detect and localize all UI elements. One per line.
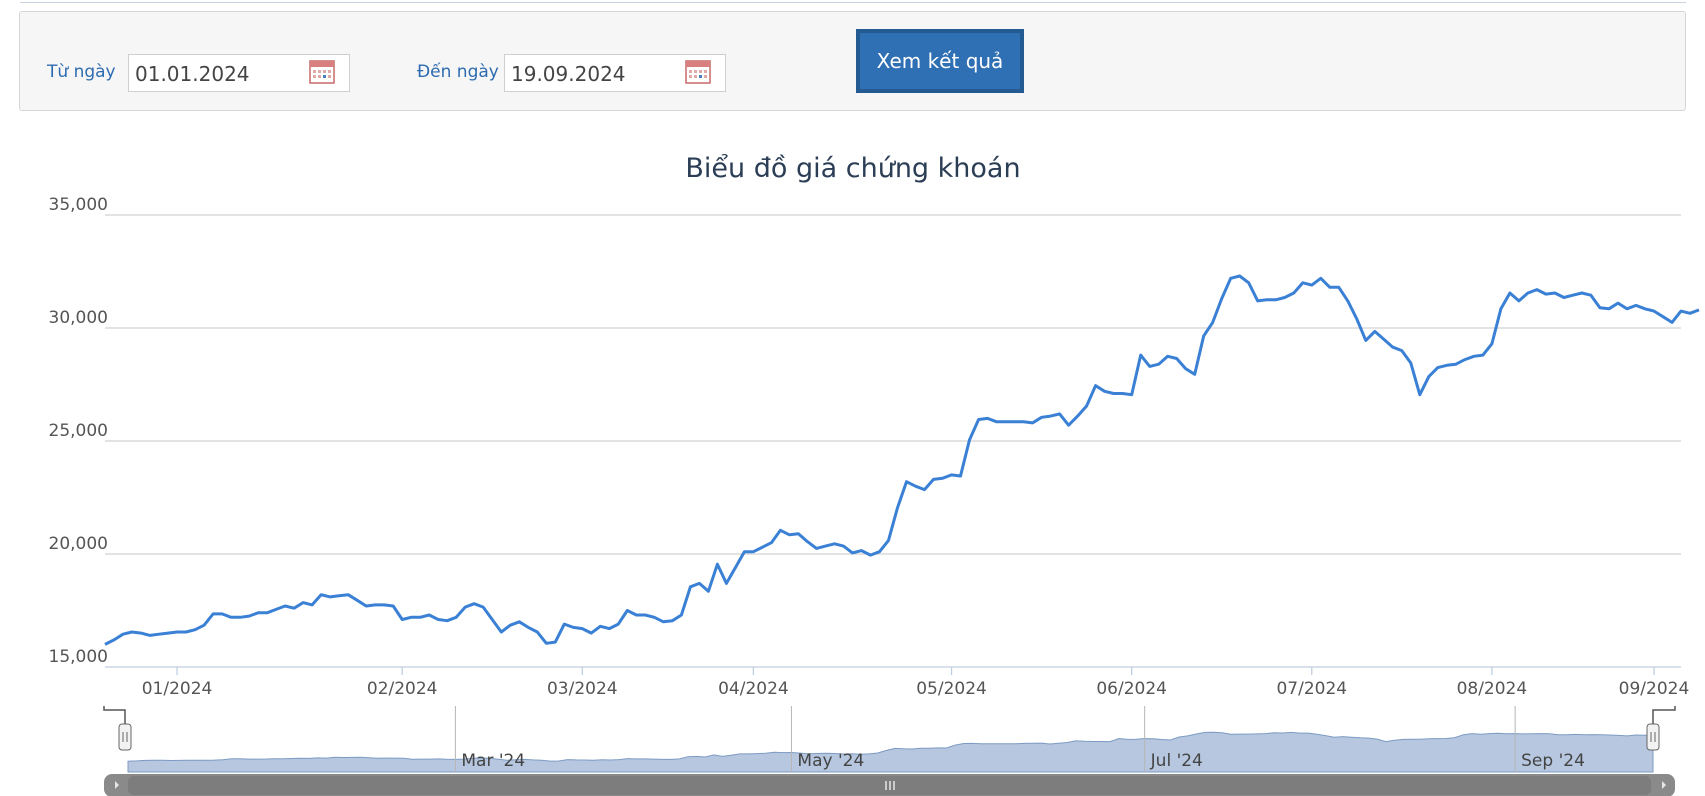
x-tick-label: 05/2024 — [916, 679, 987, 699]
from-date-input[interactable]: 01.01.2024 — [128, 54, 350, 92]
navigator-scrollbar[interactable] — [104, 774, 1675, 796]
to-date-value: 19.09.2024 — [511, 62, 626, 86]
calendar-icon[interactable] — [685, 60, 711, 84]
price-line — [104, 274, 1700, 646]
navigator-tick-label: May '24 — [797, 751, 864, 771]
x-tick-label: 04/2024 — [718, 679, 789, 699]
navigator-tick-label: Jul '24 — [1150, 751, 1203, 771]
to-date-input[interactable]: 19.09.2024 — [504, 54, 726, 92]
navigator-area — [127, 731, 1654, 773]
x-tick-label: 01/2024 — [142, 679, 213, 699]
view-result-button[interactable]: Xem kết quả — [856, 29, 1024, 93]
x-tick-label: 09/2024 — [1619, 679, 1690, 699]
y-tick-label: 30,000 — [49, 308, 108, 328]
stock-price-chart: Biểu đồ giá chứng khoán 15,000 20,000 25,0… — [49, 153, 1700, 796]
navigator-handle-right[interactable] — [1646, 706, 1676, 751]
x-tick-label: 07/2024 — [1276, 679, 1347, 699]
from-date-label: Từ ngày — [47, 62, 116, 82]
scroll-right-arrow-icon[interactable] — [1662, 781, 1666, 789]
chart-title: Biểu đồ giá chứng khoán — [685, 153, 1020, 184]
x-tick-label: 02/2024 — [367, 679, 438, 699]
x-tick-label: 06/2024 — [1096, 679, 1167, 699]
date-filter-bar: Từ ngày 01.01.2024 Đến ngày 19.09.2024 — [19, 11, 1686, 111]
y-gridlines — [105, 214, 1681, 668]
x-axis-ticks: 01/2024 02/2024 03/2024 04/2024 05/2024 06/20… — [142, 667, 1690, 699]
calendar-icon[interactable] — [309, 60, 335, 84]
navigator-tick-label: Mar '24 — [461, 751, 525, 771]
navigator-handle-left[interactable] — [103, 706, 132, 751]
from-date-value: 01.01.2024 — [135, 62, 250, 86]
x-tick-label: 03/2024 — [547, 679, 618, 699]
y-tick-label: 15,000 — [49, 647, 108, 667]
x-tick-label: 08/2024 — [1457, 679, 1528, 699]
y-tick-label: 35,000 — [49, 195, 108, 215]
y-tick-label: 25,000 — [49, 421, 108, 441]
scroll-left-arrow-icon[interactable] — [115, 781, 119, 789]
y-tick-label: 20,000 — [49, 534, 108, 554]
navigator-ticks: Mar '24 May '24 Jul '24 Sep '24 — [454, 706, 1585, 772]
y-axis-ticks: 15,000 20,000 25,000 30,000 35,000 — [49, 195, 108, 667]
to-date-label: Đến ngày — [417, 62, 499, 82]
navigator-tick-label: Sep '24 — [1521, 751, 1585, 771]
top-divider — [20, 0, 1686, 3]
navigator[interactable]: Mar '24 May '24 Jul '24 Sep '24 — [127, 706, 1654, 773]
view-result-label: Xem kết quả — [860, 33, 1020, 89]
